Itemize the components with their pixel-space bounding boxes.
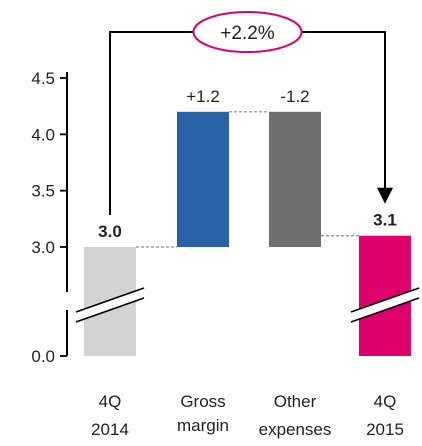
y-axis-break-gap bbox=[63, 292, 71, 310]
x-category-label: Other bbox=[274, 392, 317, 411]
bar-2 bbox=[269, 111, 321, 247]
y-tick-label: 4.0 bbox=[31, 125, 55, 144]
y-tick-label: 3.5 bbox=[31, 182, 55, 201]
bar-3-break-gap bbox=[351, 288, 419, 322]
change-oval bbox=[192, 11, 303, 53]
y-tick-label: 4.5 bbox=[31, 69, 55, 88]
x-category-label: expenses bbox=[259, 420, 332, 439]
bar-0-break-gap bbox=[76, 288, 144, 322]
x-category-label: Gross bbox=[180, 392, 225, 411]
x-category-label: margin bbox=[177, 416, 229, 435]
bar-1 bbox=[177, 111, 229, 247]
bar-3-break-line-upper bbox=[350, 287, 420, 313]
y-tick-label: 3.0 bbox=[31, 238, 55, 257]
bar-0-break-line-lower bbox=[75, 297, 145, 323]
x-category-label: 2015 bbox=[366, 420, 404, 439]
x-category-label: 4Q bbox=[99, 392, 122, 411]
bar-3-break-line-lower bbox=[350, 297, 420, 323]
data-label-3: 3.1 bbox=[373, 211, 397, 230]
y-tick-label: 0.0 bbox=[31, 347, 55, 366]
data-label-0: 3.0 bbox=[98, 222, 122, 241]
change-percent-label: +2.2% bbox=[220, 23, 275, 44]
change-bracket-arrow bbox=[109, 31, 393, 215]
x-category-label: 4Q bbox=[374, 392, 397, 411]
data-label-1: +1.2 bbox=[186, 87, 220, 106]
bar-0-break-line-upper bbox=[75, 287, 145, 313]
x-category-label: 2014 bbox=[91, 420, 129, 439]
data-label-2: -1.2 bbox=[280, 87, 309, 106]
